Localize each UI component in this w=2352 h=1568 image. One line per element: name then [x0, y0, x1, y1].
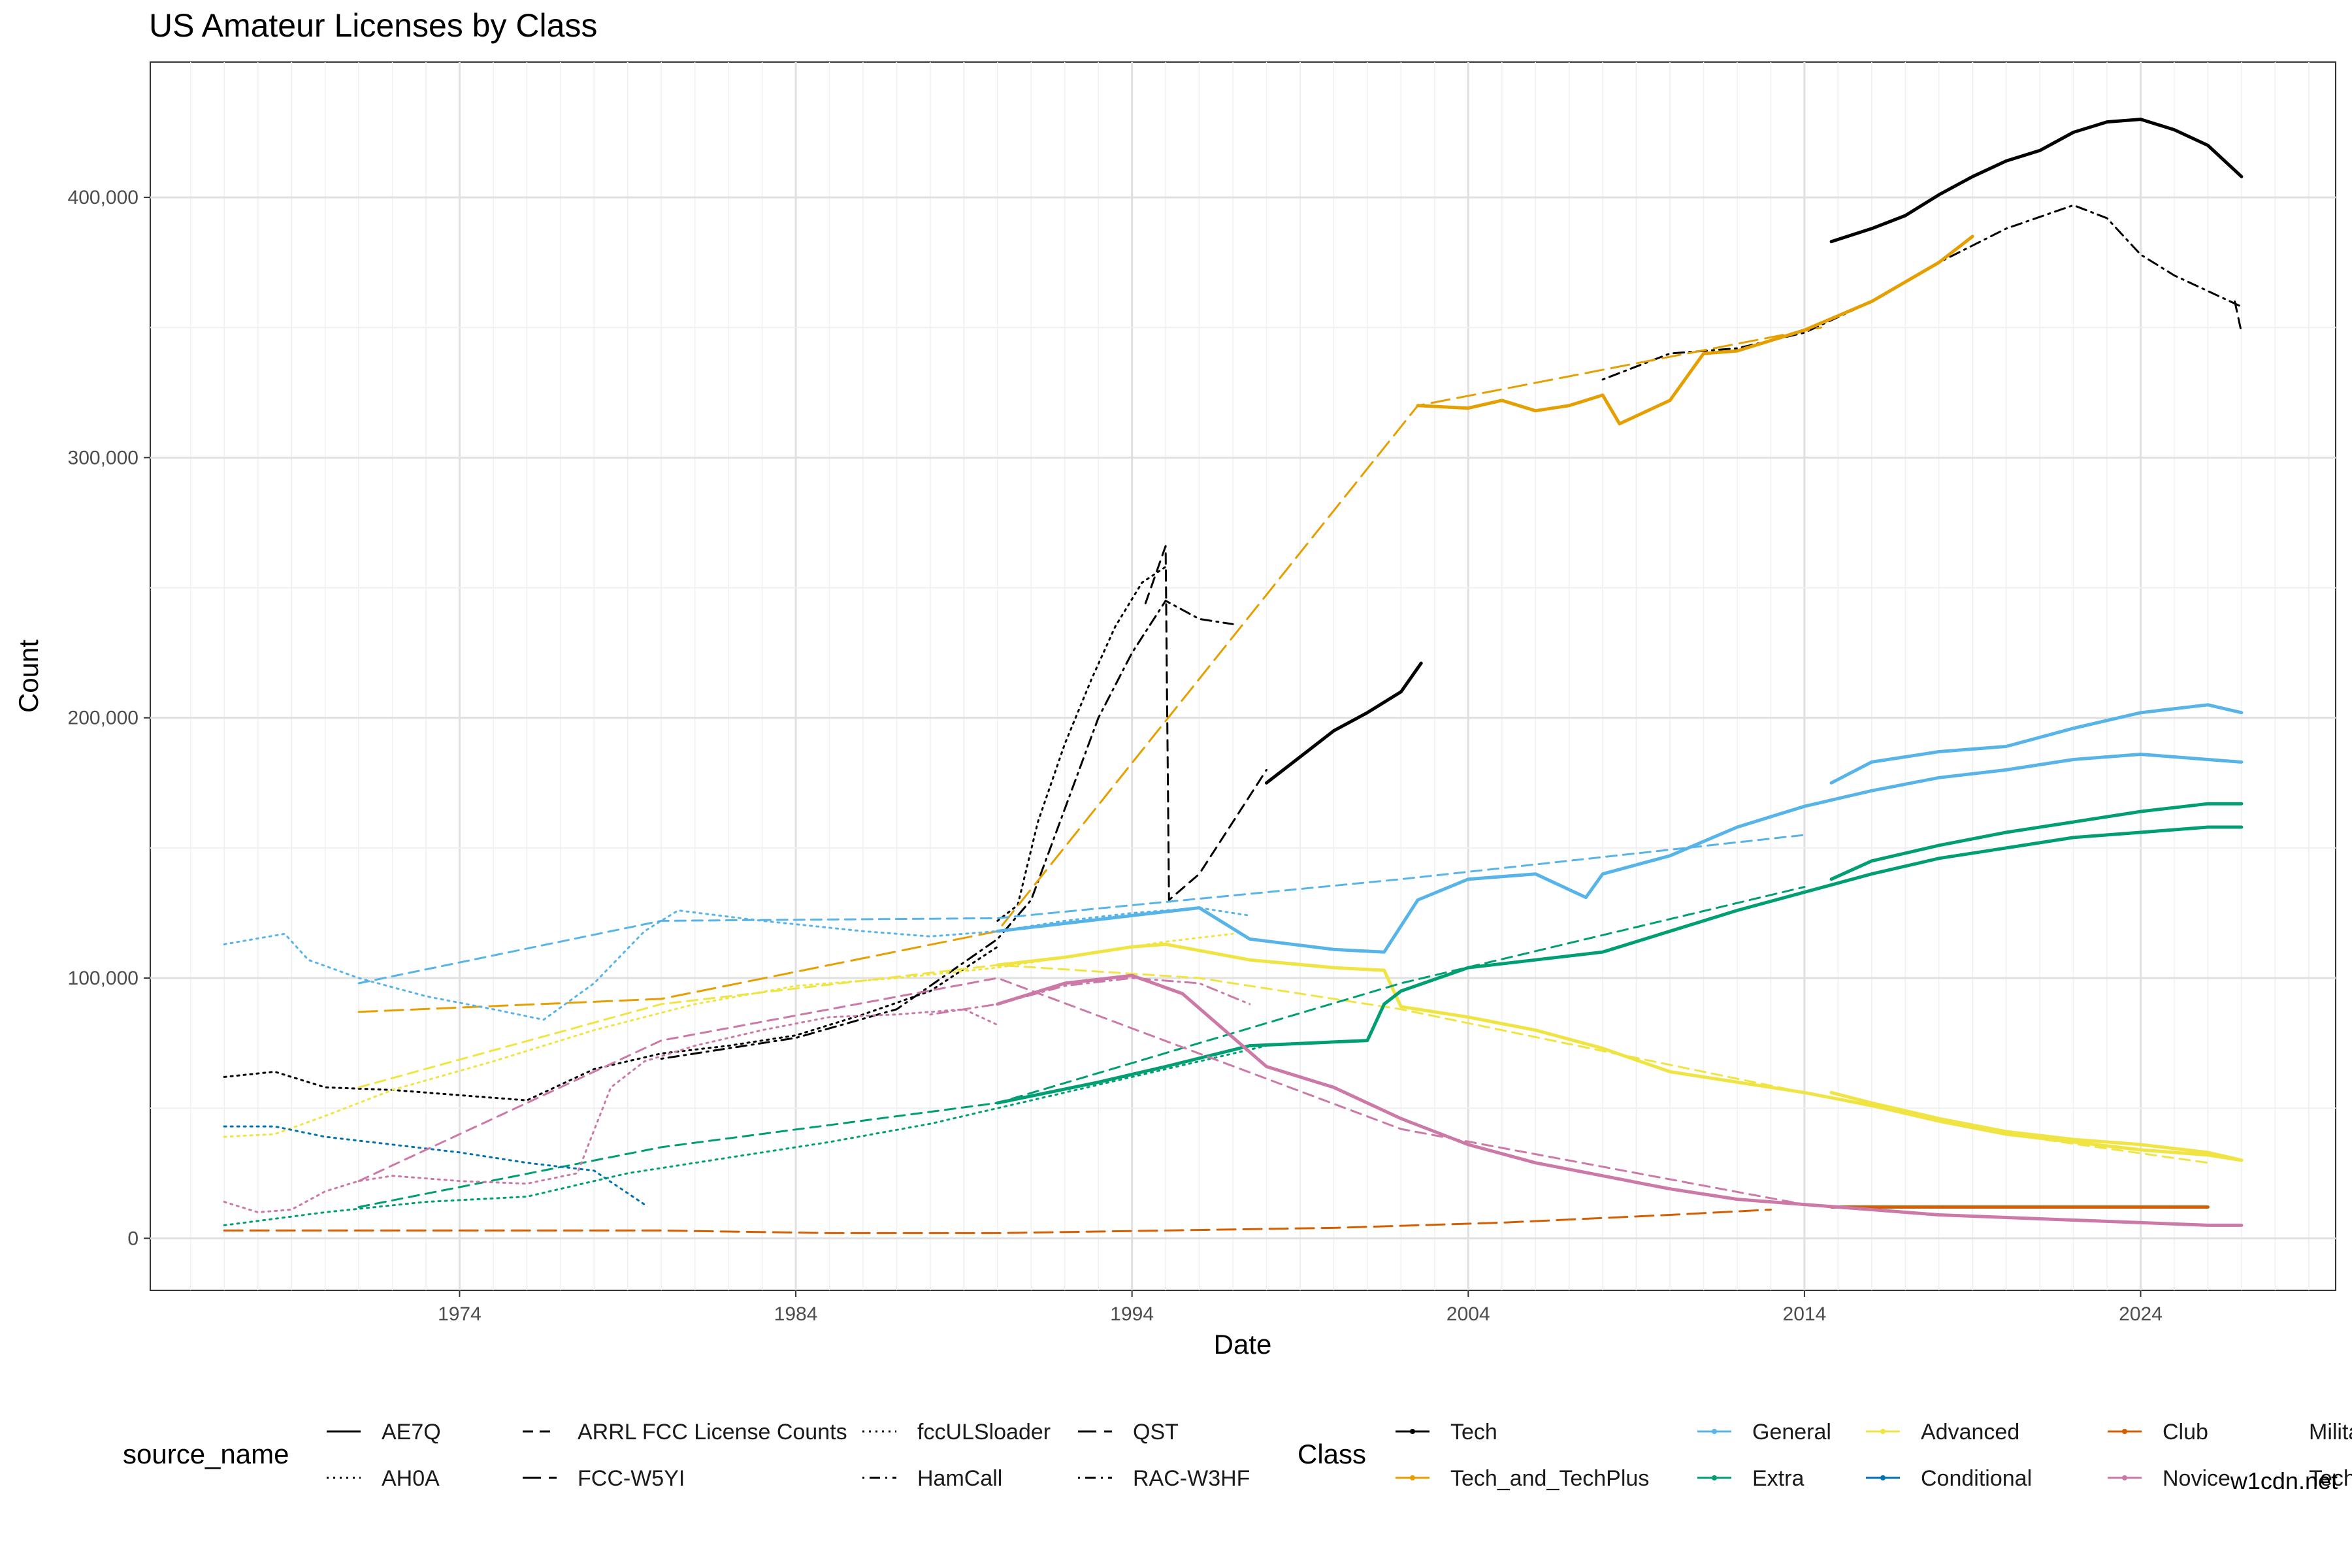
series-line-club-18	[223, 1209, 1772, 1234]
legend-source-name: source_name AE7Q ARRL FCC License Counts fc…	[123, 1420, 1250, 1491]
credit-text: w1cdn.net	[2230, 1467, 2338, 1494]
y-tick-label: 300,000	[68, 447, 139, 468]
legend-source-label: FCC-W5YI	[578, 1466, 685, 1491]
series-line-novice-26	[357, 977, 1806, 1206]
legend-class-dot-5	[1410, 1475, 1415, 1480]
legend-class-label: Tech	[1450, 1420, 1497, 1445]
series-line-tech-0	[223, 945, 999, 1102]
series-line-extra-23	[1829, 802, 2244, 881]
series-line-general-12	[996, 753, 2244, 954]
legend-class-label: Club	[2163, 1420, 2208, 1445]
series-line-tech-3	[1144, 545, 1267, 901]
series-layer	[223, 118, 2244, 1234]
y-tick-label: 100,000	[68, 968, 139, 989]
series-line-tech-6	[1601, 204, 2243, 381]
series-line-advanced-16	[996, 942, 2244, 1162]
legend-class-dot-0	[1410, 1429, 1415, 1434]
series-line-novice-28	[929, 977, 1251, 1016]
series-line-tech-7	[2234, 300, 2243, 334]
series-line-conditional-24	[223, 1125, 645, 1206]
series-line-extra-22	[996, 825, 2244, 1105]
series-line-general-10	[223, 907, 1251, 1021]
legend-class-label: Military	[2309, 1420, 2352, 1445]
x-tick-label: 2024	[2119, 1303, 2163, 1325]
series-line-tech-2	[996, 566, 1167, 922]
chart-title: US Amateur Licenses by Class	[149, 7, 598, 44]
legend-class-dot-6	[1712, 1475, 1717, 1480]
x-axis-title: Date	[1214, 1329, 1272, 1360]
legend-class-label: General	[1752, 1420, 1831, 1445]
series-line-general-11	[357, 834, 1806, 985]
y-tick-label: 400,000	[68, 187, 139, 208]
x-tick-label: 1994	[1110, 1303, 1154, 1325]
gridlines	[150, 62, 2336, 1290]
legend-source-label: RAC-W3HF	[1133, 1466, 1250, 1491]
legend-class-label: Conditional	[1921, 1466, 2032, 1491]
x-tick-label: 2014	[1783, 1303, 1827, 1325]
x-tick-label: 1974	[438, 1303, 482, 1325]
legend-source-label: ARRL FCC License Counts	[578, 1420, 847, 1445]
y-axis-title: Count	[13, 640, 44, 713]
x-tick-label: 1984	[774, 1303, 818, 1325]
x-tick-label: 2004	[1446, 1303, 1490, 1325]
series-line-advanced-17	[1829, 1090, 2244, 1162]
series-line-tech-4	[1265, 661, 1423, 785]
plot-panel	[150, 61, 2336, 1291]
legend-class: Class Tech General Advanced Club Military Tech…	[1298, 1420, 2352, 1491]
legend-source-label: AH0A	[382, 1466, 440, 1491]
legend-class-label: Extra	[1752, 1466, 1804, 1491]
legend-source-label: HamCall	[917, 1466, 1002, 1491]
legend-class-label: Novice	[2163, 1466, 2230, 1491]
y-tick-label: 200,000	[68, 708, 139, 729]
series-line-novice-27	[996, 973, 2244, 1227]
legend-class-dot-3	[2122, 1429, 2127, 1434]
legend-source-label: AE7Q	[382, 1420, 441, 1445]
legend-class-label: Tech-Plu	[2309, 1466, 2352, 1491]
legend-class-dot-1	[1712, 1429, 1717, 1434]
axes: 1974 1984 1994 2004 2014 2024 0 100,000 200,000 3…	[68, 187, 2163, 1325]
legend-source-label: fccULSloader	[917, 1420, 1051, 1445]
series-line-tech-5	[1829, 118, 2244, 244]
y-tick-label: 0	[127, 1228, 139, 1249]
series-line-tech-and-techplus-9	[1416, 235, 1974, 426]
legend-source-label: QST	[1133, 1420, 1179, 1445]
series-line-extra-20	[223, 1045, 1267, 1226]
legend-class-label: Tech_and_TechPlus	[1450, 1466, 1649, 1491]
series-line-tech-1	[660, 600, 1234, 1060]
legend-class-dot-7	[1880, 1475, 1886, 1480]
legend-class-title: Class	[1298, 1439, 1366, 1469]
legend-source-title: source_name	[123, 1439, 289, 1469]
legend-class-dot-8	[2122, 1475, 2127, 1480]
series-line-general-13	[1829, 703, 2244, 785]
legend-class-label: Advanced	[1921, 1420, 2019, 1445]
legend-class-dot-2	[1880, 1429, 1886, 1434]
